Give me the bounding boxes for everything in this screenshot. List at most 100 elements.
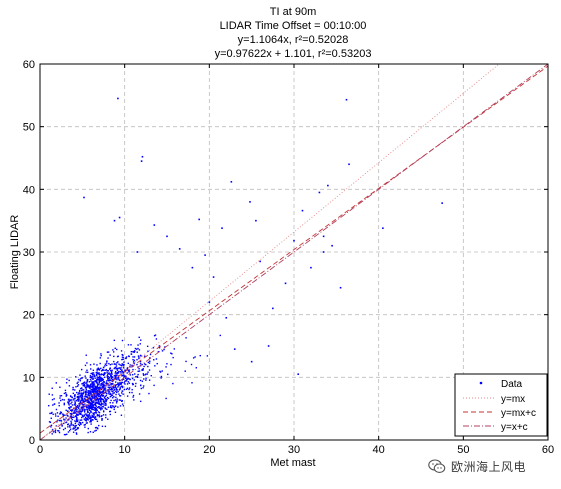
data-point	[68, 407, 70, 409]
data-point	[74, 409, 76, 411]
data-point	[98, 401, 100, 403]
data-point	[88, 396, 90, 398]
data-point	[105, 402, 107, 405]
data-point	[59, 395, 61, 397]
data-point	[113, 360, 115, 363]
data-point	[97, 386, 100, 389]
data-point	[95, 411, 97, 413]
data-point	[87, 384, 90, 386]
data-point	[75, 433, 78, 435]
data-point	[101, 391, 103, 394]
data-point	[192, 357, 195, 359]
data-point	[126, 368, 128, 370]
data-point	[58, 402, 60, 404]
data-point	[69, 428, 72, 430]
data-point	[185, 360, 187, 363]
data-point	[132, 394, 135, 397]
data-point	[113, 406, 116, 409]
data-point	[99, 399, 102, 402]
data-point	[90, 380, 92, 382]
data-point	[99, 373, 101, 376]
data-point	[84, 399, 87, 401]
data-point	[101, 384, 103, 386]
data-point	[93, 403, 96, 406]
data-point	[310, 266, 312, 269]
data-point	[118, 378, 120, 381]
data-point	[85, 422, 88, 424]
data-point	[113, 219, 116, 222]
data-point	[138, 356, 140, 358]
data-point	[109, 410, 111, 413]
data-point	[66, 410, 69, 413]
data-point	[185, 337, 187, 339]
data-point	[219, 334, 221, 337]
data-point	[48, 404, 50, 407]
data-point	[119, 370, 122, 373]
data-point	[88, 412, 91, 414]
data-point	[206, 355, 209, 357]
data-point	[127, 344, 130, 346]
data-point	[91, 395, 94, 398]
data-point	[112, 392, 114, 395]
data-point	[136, 363, 138, 366]
data-point	[81, 415, 84, 417]
data-point	[110, 375, 113, 377]
data-point	[119, 388, 121, 390]
data-point	[140, 339, 142, 341]
data-point	[104, 372, 106, 374]
data-point	[142, 374, 145, 376]
data-point	[100, 388, 103, 391]
data-point	[94, 380, 97, 383]
data-point	[441, 202, 443, 204]
data-point	[74, 422, 77, 425]
data-point	[124, 380, 126, 383]
data-point	[115, 368, 117, 370]
data-point	[91, 397, 94, 399]
data-point	[147, 350, 149, 352]
data-point	[68, 418, 70, 421]
data-point	[89, 398, 91, 400]
data-point	[94, 416, 97, 419]
data-point	[84, 400, 87, 402]
data-point	[92, 383, 94, 386]
data-point	[89, 397, 92, 399]
data-point	[71, 410, 73, 412]
data-point	[72, 412, 75, 414]
data-point	[119, 387, 121, 389]
data-point	[90, 403, 93, 406]
data-point	[143, 378, 145, 380]
data-point	[101, 368, 104, 371]
data-point	[104, 408, 107, 410]
data-point	[117, 97, 119, 100]
data-point	[71, 412, 73, 415]
data-point	[91, 415, 94, 417]
data-point	[101, 405, 104, 408]
data-point	[116, 398, 118, 400]
data-point	[81, 410, 84, 412]
data-point	[126, 372, 128, 374]
data-point	[118, 363, 120, 365]
title-line-2: LIDAR Time Offset = 00:10:00	[220, 20, 367, 32]
data-point	[124, 383, 126, 385]
data-point	[105, 368, 108, 371]
data-point	[132, 356, 134, 358]
data-point	[117, 386, 119, 388]
data-point	[142, 387, 144, 389]
data-point	[112, 405, 114, 408]
data-point	[75, 408, 77, 410]
data-point	[134, 350, 136, 352]
data-point	[163, 348, 165, 351]
data-point	[78, 395, 80, 398]
data-point	[116, 367, 118, 370]
data-point	[78, 403, 80, 405]
data-point	[106, 382, 109, 384]
data-point	[98, 407, 100, 409]
data-point	[80, 423, 82, 425]
data-point	[92, 383, 94, 385]
data-point	[89, 417, 91, 420]
data-point	[67, 415, 69, 417]
data-point	[97, 406, 100, 408]
data-point	[121, 379, 124, 381]
data-point	[81, 395, 84, 398]
data-point	[103, 387, 105, 389]
